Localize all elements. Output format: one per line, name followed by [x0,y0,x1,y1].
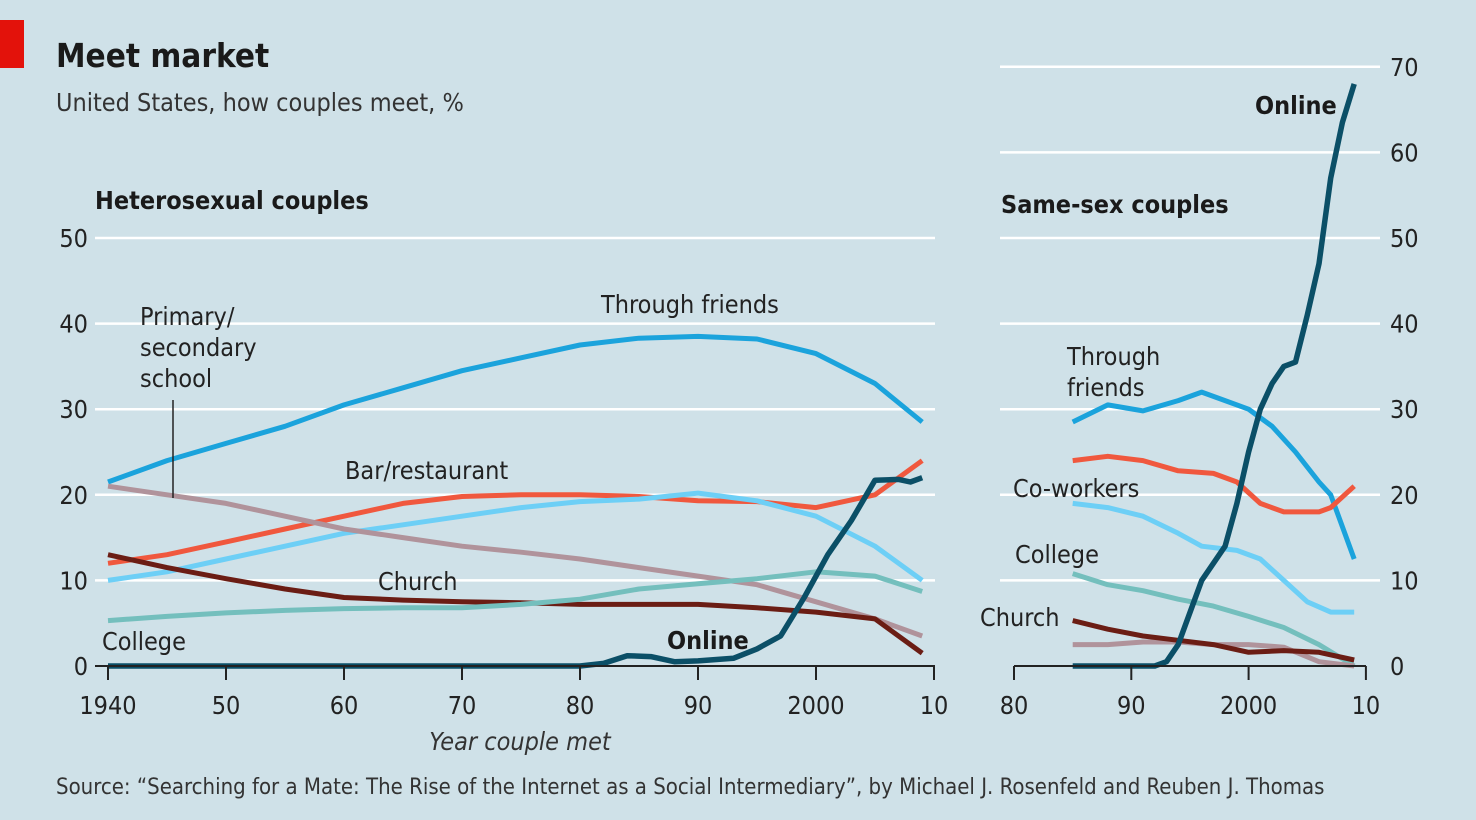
series-line-coworkers-same-sex [1072,500,1355,615]
x-tick-label: 2000 [1220,691,1277,720]
y-tick-label: 40 [59,310,88,339]
y-tick-label: 20 [1390,481,1419,510]
series-line-school-heterosexual [107,483,924,639]
y-tick-label: 0 [74,652,88,681]
series-line-church-same-sex [1072,618,1355,663]
label-through-friends-left: Through friends [600,290,779,319]
series-line-online-same-sex [1072,83,1357,669]
brand-tag [0,20,24,68]
y-tick-label: 0 [1390,652,1404,681]
x-tick-label: 70 [448,691,477,720]
series-line-bar-heterosexual [107,458,924,566]
y-tick-label: 30 [59,395,88,424]
y-tick-label: 60 [1390,138,1419,167]
y-tick-label: 50 [1390,224,1419,253]
chart-title: Meet market [56,36,269,75]
label-online-left: Online [667,626,749,655]
y-tick-label: 40 [1390,310,1419,339]
y-tick-label: 70 [1390,53,1419,82]
x-tick-label: 60 [330,691,359,720]
label-bar-restaurant: Bar/restaurant [345,456,508,485]
y-tick-label: 30 [1390,395,1419,424]
x-tick-label: 80 [1000,691,1029,720]
x-tick-label: 90 [1117,691,1146,720]
y-tick-label: 10 [1390,566,1419,595]
x-tick-label: 90 [684,691,713,720]
x-tick-label: 50 [212,691,241,720]
series-line-online-heterosexual [108,475,924,669]
label-college-right: College [1015,540,1099,569]
x-tick-label: 2000 [787,691,844,720]
label-school: Primary/secondary school [140,302,257,393]
y-tick-label: 20 [59,481,88,510]
x-tick-label: 10 [920,691,949,720]
label-church-left: Church [378,567,458,596]
label-church-right: Church [980,603,1060,632]
y-tick-label: 10 [59,566,88,595]
chart-subtitle: United States, how couples meet, % [56,88,464,117]
x-axis-label: Year couple met [429,727,612,756]
x-tick-label: 10 [1352,691,1381,720]
series-line-coworkers-heterosexual [107,490,924,583]
series-line-friends-same-sex [1071,389,1357,560]
left-panel-title: Heterosexual couples [95,186,369,215]
x-tick-label: 1940 [79,691,136,720]
series-line-college-same-sex [1071,571,1356,669]
right-panel-title: Same-sex couples [1001,190,1229,219]
label-coworkers: Co-workers [1013,474,1139,503]
label-college-left: College [102,627,186,656]
label-online-right: Online [1255,91,1337,120]
y-tick-label: 50 [59,224,88,253]
series-line-bar-same-sex [1072,453,1356,515]
series-line-college-heterosexual [107,569,923,624]
label-through-friends-right: Through friends [1066,342,1160,402]
source-note: Source: “Searching for a Mate: The Rise … [56,775,1324,800]
series-line-friends-heterosexual [107,333,924,485]
x-tick-label: 80 [566,691,595,720]
